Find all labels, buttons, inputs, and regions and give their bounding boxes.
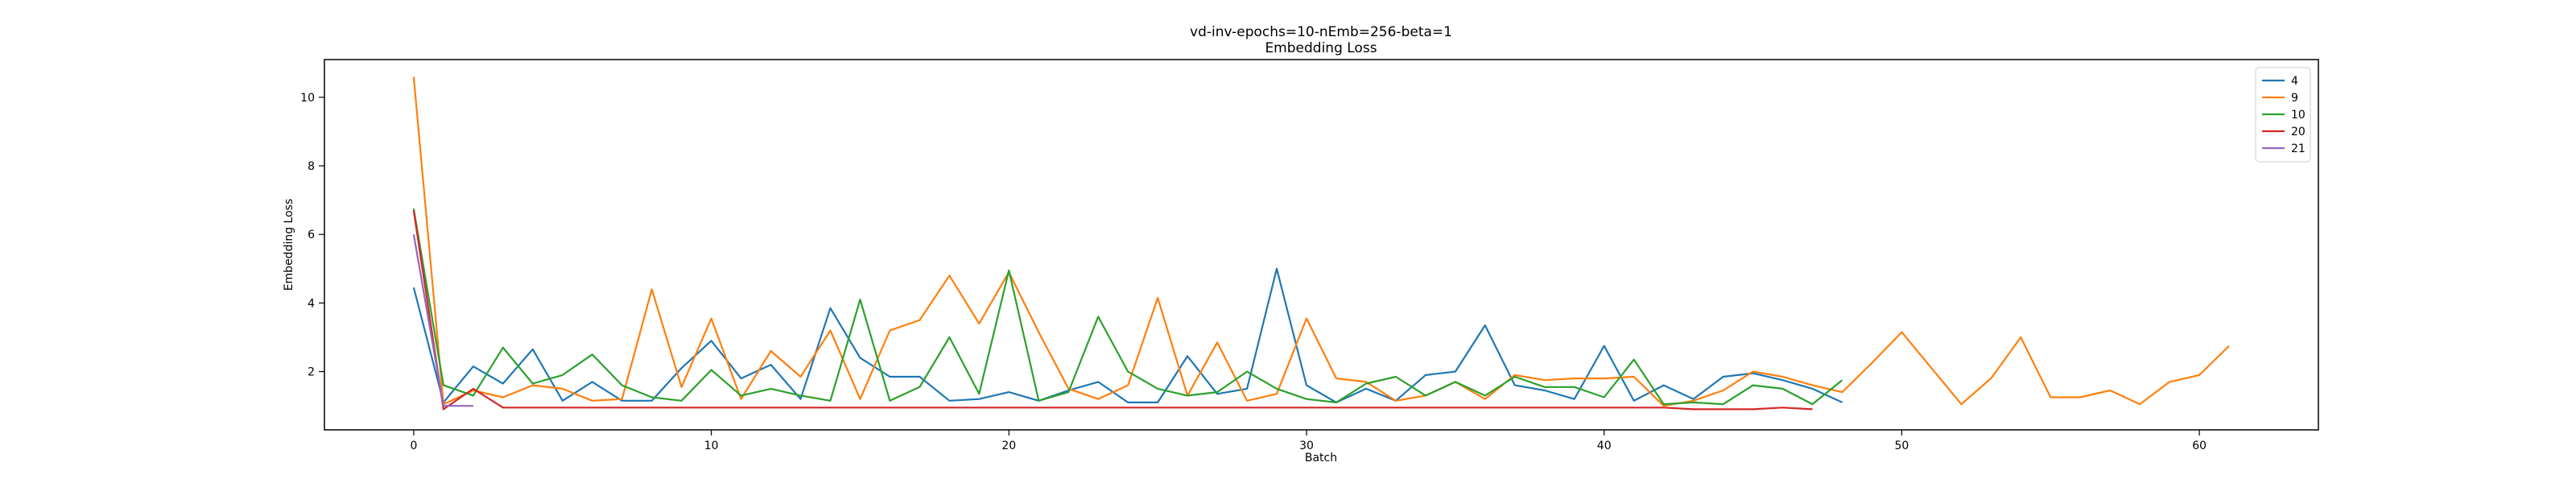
y-tick-label: 2 — [308, 366, 315, 379]
y-tick-label: 4 — [308, 297, 315, 310]
x-tick-label: 40 — [1597, 440, 1612, 452]
series-line-10 — [412, 208, 1843, 406]
chart-title: vd-inv-epochs=10-nEmb=256-beta=1 — [1190, 24, 1452, 40]
legend-label-10: 10 — [2291, 109, 2306, 122]
x-tick-label: 20 — [1001, 440, 1016, 452]
x-axis: 0 10 20 30 40 50 60 — [410, 430, 2207, 452]
series-line-4 — [412, 267, 1843, 403]
y-tick-label: 10 — [300, 92, 315, 105]
y-axis: 2 4 6 8 10 — [300, 92, 324, 379]
legend: 4 9 10 20 21 — [2255, 67, 2311, 163]
plot-frame — [324, 59, 2319, 431]
y-tick-label: 6 — [308, 229, 315, 242]
series-line-9 — [412, 76, 2230, 407]
x-tick-label: 30 — [1299, 440, 1314, 452]
legend-label-20: 20 — [2291, 126, 2306, 138]
x-tick-label: 60 — [2192, 440, 2207, 452]
series-line-21 — [412, 234, 473, 407]
legend-label-4: 4 — [2291, 75, 2298, 88]
y-axis-label: Embedding Loss — [283, 199, 295, 291]
x-tick-label: 50 — [1895, 440, 1909, 452]
y-tick-label: 8 — [308, 160, 315, 173]
x-tick-label: 10 — [704, 440, 719, 452]
legend-label-9: 9 — [2291, 92, 2298, 105]
series-line-20 — [412, 210, 1813, 411]
x-axis-label: Batch — [1305, 452, 1337, 464]
series-layer — [412, 76, 2230, 411]
chart-subtitle: Embedding Loss — [1265, 40, 1377, 56]
x-tick-label: 0 — [410, 440, 417, 452]
legend-label-21: 21 — [2291, 142, 2306, 155]
